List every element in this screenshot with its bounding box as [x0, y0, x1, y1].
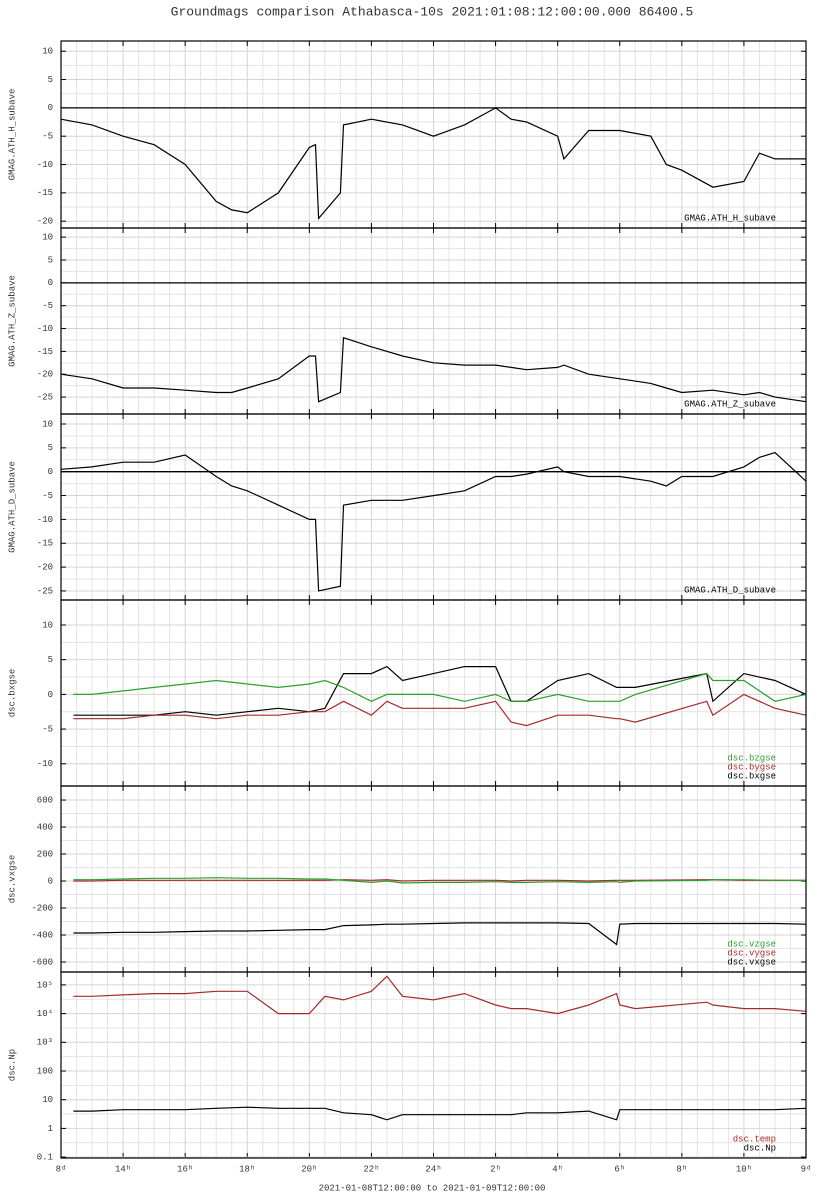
- plot-frame: [60, 971, 807, 1159]
- data-line: [73, 922, 807, 946]
- y-tick-label: 100: [37, 1066, 53, 1076]
- y-axis-label: GMAG.ATH_D_subave: [7, 461, 17, 553]
- x-tick-label: 24ʰ: [425, 1164, 441, 1174]
- y-tick-label: -10: [37, 759, 53, 769]
- data-line: [73, 672, 807, 702]
- y-tick-label: 0: [48, 103, 53, 113]
- y-axis-label: GMAG.ATH_H_subave: [7, 89, 17, 181]
- y-tick-label: -600: [31, 957, 53, 967]
- x-tick-label: 20ʰ: [301, 1164, 317, 1174]
- x-tick-label: 22ʰ: [363, 1164, 379, 1174]
- y-tick-label: 10: [42, 233, 53, 243]
- y-tick-label: -400: [31, 930, 53, 940]
- chart-title: Groundmags comparison Athabasca-10s 2021…: [171, 4, 694, 19]
- y-tick-label: 10: [42, 620, 53, 630]
- y-tick-label: 400: [37, 822, 53, 832]
- data-line: [73, 665, 807, 716]
- y-tick-label: -15: [37, 539, 53, 549]
- y-tick-label: -5: [42, 301, 53, 311]
- y-tick-label: -15: [37, 188, 53, 198]
- x-tick-label: 8ʰ: [676, 1164, 687, 1174]
- y-tick-label: 600: [37, 795, 53, 805]
- x-tick-label: 16ʰ: [177, 1164, 193, 1174]
- y-tick-label: 0.1: [37, 1152, 53, 1162]
- legend-label: dsc.vxgse: [727, 957, 776, 967]
- data-line: [73, 975, 807, 1015]
- data-line: [60, 336, 807, 403]
- legend-label: GMAG.ATH_H_subave: [684, 213, 776, 223]
- x-tick-label: 18ʰ: [239, 1164, 255, 1174]
- y-tick-label: 10⁵: [37, 980, 53, 990]
- y-axis-label: GMAG.ATH_Z_subave: [7, 275, 17, 367]
- data-line: [60, 451, 807, 592]
- data-line: [60, 107, 806, 220]
- x-tick-label: 9ᵈ: [801, 1164, 812, 1174]
- legend-label: GMAG.ATH_Z_subave: [684, 399, 776, 409]
- y-tick-label: -20: [37, 217, 53, 227]
- legend-label: dsc.bzgse: [727, 753, 776, 763]
- y-tick-label: 5: [48, 655, 53, 665]
- y-tick-label: -10: [37, 515, 53, 525]
- legend-label: dsc.bygse: [727, 762, 776, 772]
- data-line: [73, 877, 806, 884]
- legend-label: GMAG.ATH_D_subave: [684, 585, 776, 595]
- y-axis-label: dsc.vxgse: [7, 855, 17, 904]
- x-tick-label: 10ʰ: [736, 1164, 752, 1174]
- y-tick-label: 0: [48, 278, 53, 288]
- y-tick-label: 0: [48, 467, 53, 477]
- y-tick-label: 10³: [37, 1038, 53, 1048]
- data-line: [73, 1106, 807, 1121]
- x-tick-label: 2ʰ: [490, 1164, 501, 1174]
- y-tick-label: 0: [48, 876, 53, 886]
- y-tick-label: 10⁴: [37, 1008, 53, 1019]
- legend-label: dsc.vygse: [727, 948, 776, 958]
- y-tick-label: -200: [31, 903, 53, 913]
- y-axis-label: dsc.Np: [7, 1049, 17, 1081]
- legend-label: dsc.vzgse: [727, 939, 776, 949]
- y-tick-label: -5: [42, 491, 53, 501]
- y-tick-label: 0: [48, 690, 53, 700]
- data-line: [73, 879, 806, 882]
- y-tick-label: 5: [48, 75, 53, 85]
- legend-label: dsc.Np: [744, 1143, 776, 1153]
- y-tick-label: -20: [37, 370, 53, 380]
- y-tick-label: -25: [37, 586, 53, 596]
- x-tick-label: 6ʰ: [614, 1164, 625, 1174]
- y-tick-label: -15: [37, 347, 53, 357]
- y-tick-label: 200: [37, 849, 53, 859]
- legend-label: dsc.bxgse: [727, 771, 776, 781]
- y-tick-label: 10: [42, 419, 53, 429]
- y-tick-label: -25: [37, 392, 53, 402]
- legend-label: dsc.temp: [733, 1134, 776, 1144]
- x-tick-label: 8ᵈ: [56, 1164, 67, 1174]
- y-tick-label: -20: [37, 562, 53, 572]
- y-tick-label: -5: [42, 132, 53, 142]
- y-tick-label: 10: [42, 1095, 53, 1105]
- data-line: [73, 693, 807, 727]
- x-tick-label: 4ʰ: [552, 1164, 563, 1174]
- y-axis-label: dsc.bxgse: [7, 669, 17, 718]
- x-axis-label: 2021-01-08T12:00:00 to 2021-01-09T12:00:…: [319, 1183, 546, 1193]
- y-tick-label: -5: [42, 724, 53, 734]
- y-tick-label: 1: [48, 1124, 53, 1134]
- y-tick-label: 5: [48, 443, 53, 453]
- y-tick-label: -10: [37, 160, 53, 170]
- y-tick-label: 5: [48, 255, 53, 265]
- y-tick-label: -10: [37, 324, 53, 334]
- y-tick-label: 10: [42, 47, 53, 57]
- x-tick-label: 14ʰ: [115, 1164, 131, 1174]
